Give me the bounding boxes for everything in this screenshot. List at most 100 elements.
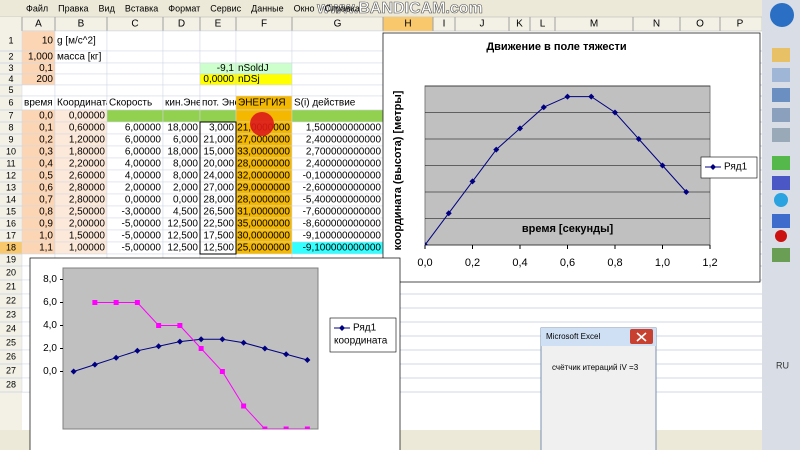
cell-clip: 0,0000 bbox=[203, 74, 234, 85]
cell-text: 0,6 bbox=[39, 183, 53, 194]
cell-text: 2,400000000000 bbox=[306, 135, 382, 146]
cell-clip: 28,0000000 bbox=[237, 159, 290, 170]
cell-clip: 4,00000 bbox=[125, 171, 162, 182]
data-point bbox=[199, 346, 204, 351]
x-axis-label: время [секунды] bbox=[522, 223, 614, 235]
windows-logo[interactable] bbox=[770, 3, 794, 27]
cell-text: 2,000 bbox=[173, 183, 198, 194]
cell-clip: 0,7 bbox=[39, 195, 53, 206]
menu-item[interactable]: Вид bbox=[99, 3, 116, 13]
cell bbox=[107, 85, 163, 96]
row-header: 25 bbox=[6, 337, 16, 347]
cell bbox=[163, 110, 200, 122]
cell-text: 6,000 bbox=[173, 135, 198, 146]
data-point bbox=[92, 300, 97, 305]
sidebar-icon[interactable] bbox=[772, 214, 790, 228]
y-tick-label: 0,0 bbox=[43, 366, 57, 377]
cell bbox=[55, 63, 107, 74]
sidebar-icon[interactable] bbox=[772, 48, 790, 62]
cell-clip: 0,1 bbox=[39, 123, 53, 134]
sidebar-icon[interactable] bbox=[774, 193, 788, 207]
sidebar-icon[interactable] bbox=[775, 230, 787, 242]
cell-clip: 0,4 bbox=[39, 159, 53, 170]
cell-clip: 2,00000 bbox=[125, 183, 162, 194]
cell-clip: 8,000 bbox=[173, 159, 198, 170]
sidebar-icon[interactable] bbox=[772, 176, 790, 190]
cell-clip: 21,000 bbox=[203, 135, 234, 146]
menu-item[interactable]: Данные bbox=[251, 3, 284, 13]
row-header: 14 bbox=[6, 194, 16, 204]
sidebar-icon[interactable] bbox=[772, 68, 790, 82]
sidebar-icon[interactable] bbox=[772, 88, 790, 102]
cell-text: 27,0000000 bbox=[237, 135, 290, 146]
row-header: 23 bbox=[6, 309, 16, 319]
chart-1: 0,00,20,40,60,81,01,2Движение в поле тяж… bbox=[383, 33, 760, 282]
plot-area bbox=[63, 268, 318, 429]
cell-clip: 1,00000 bbox=[69, 243, 106, 254]
cell-text: 1,80000 bbox=[69, 147, 106, 158]
cell-text: 1,000 bbox=[28, 52, 53, 63]
cell-text: 22,500 bbox=[203, 219, 234, 230]
cell-clip: -5,00000 bbox=[122, 243, 162, 254]
cell-text: -0,100000000000 bbox=[303, 171, 382, 182]
cell-text: 6,00000 bbox=[125, 135, 162, 146]
cell-clip: 27,0000000 bbox=[237, 135, 290, 146]
cell-text: g [м/с^2] bbox=[57, 36, 96, 47]
cell-clip: 2,50000 bbox=[69, 207, 106, 218]
menu-item[interactable]: Правка bbox=[58, 3, 88, 13]
cell bbox=[236, 51, 292, 63]
row-header: 28 bbox=[6, 379, 16, 389]
cell bbox=[163, 85, 200, 96]
cell-clip: 2,20000 bbox=[69, 159, 106, 170]
data-point bbox=[241, 404, 246, 409]
cell-text: 15,000 bbox=[203, 147, 234, 158]
cell-text: -5,00000 bbox=[122, 219, 162, 230]
sidebar-icon[interactable] bbox=[772, 156, 790, 170]
row-header: 21 bbox=[6, 281, 16, 291]
cell-text: 1,00000 bbox=[69, 243, 106, 254]
cell-clip: 6,00000 bbox=[125, 123, 162, 134]
cell-clip: 12,500 bbox=[167, 219, 198, 230]
cell bbox=[236, 31, 292, 51]
cell-clip: 2,80000 bbox=[69, 195, 106, 206]
menu-item[interactable]: Окно bbox=[294, 3, 315, 13]
cell-clip: 0,000 bbox=[173, 195, 198, 206]
menu-item[interactable]: Файл bbox=[26, 3, 48, 13]
sidebar-icon[interactable] bbox=[772, 248, 790, 262]
cell-clip: -9,1 bbox=[217, 63, 235, 74]
y-axis-label: координата (высота) [метры] bbox=[392, 90, 404, 250]
cell-clip: 30,0000000 bbox=[237, 231, 290, 242]
cell-clip: 28,000 bbox=[203, 195, 234, 206]
x-tick-label: 0,8 bbox=[607, 257, 622, 269]
cell bbox=[200, 31, 236, 51]
cell-text: 2,80000 bbox=[69, 195, 106, 206]
cell-clip: -5,00000 bbox=[122, 231, 162, 242]
cell-text: 200 bbox=[36, 74, 53, 85]
cell-text: 28,0000000 bbox=[237, 159, 290, 170]
sidebar-icon[interactable] bbox=[772, 108, 790, 122]
cell-clip: пот. Эне bbox=[202, 98, 240, 109]
cell-text: 21,000 bbox=[203, 135, 234, 146]
cell-clip: 26,500 bbox=[203, 207, 234, 218]
menu-item[interactable]: Вставка bbox=[125, 3, 158, 13]
x-tick-label: 0,4 bbox=[512, 257, 527, 269]
menu-item[interactable]: Формат bbox=[168, 3, 200, 13]
menu-item[interactable]: Справка bbox=[325, 3, 360, 13]
data-point bbox=[177, 323, 182, 328]
cell-clip: 12,500 bbox=[167, 231, 198, 242]
sidebar-icon[interactable] bbox=[772, 128, 790, 142]
menu-item[interactable]: Сервис bbox=[210, 3, 241, 13]
row-header: 10 bbox=[6, 146, 16, 156]
cell-text: Скорость bbox=[109, 98, 152, 109]
cell-text: 33,0000000 bbox=[237, 147, 290, 158]
row-header: 16 bbox=[6, 218, 16, 228]
row-header: 8 bbox=[8, 122, 13, 132]
cell-text: 17,500 bbox=[203, 231, 234, 242]
language-indicator[interactable]: RU bbox=[776, 360, 789, 370]
cell-text: 0,1 bbox=[39, 63, 53, 74]
cell-clip: Координата bbox=[57, 98, 112, 109]
cell-text: 27,000 bbox=[203, 183, 234, 194]
column-header: O bbox=[696, 19, 704, 30]
cell-text: -5,400000000000 bbox=[303, 195, 382, 206]
cell-clip: 0,9 bbox=[39, 219, 53, 230]
